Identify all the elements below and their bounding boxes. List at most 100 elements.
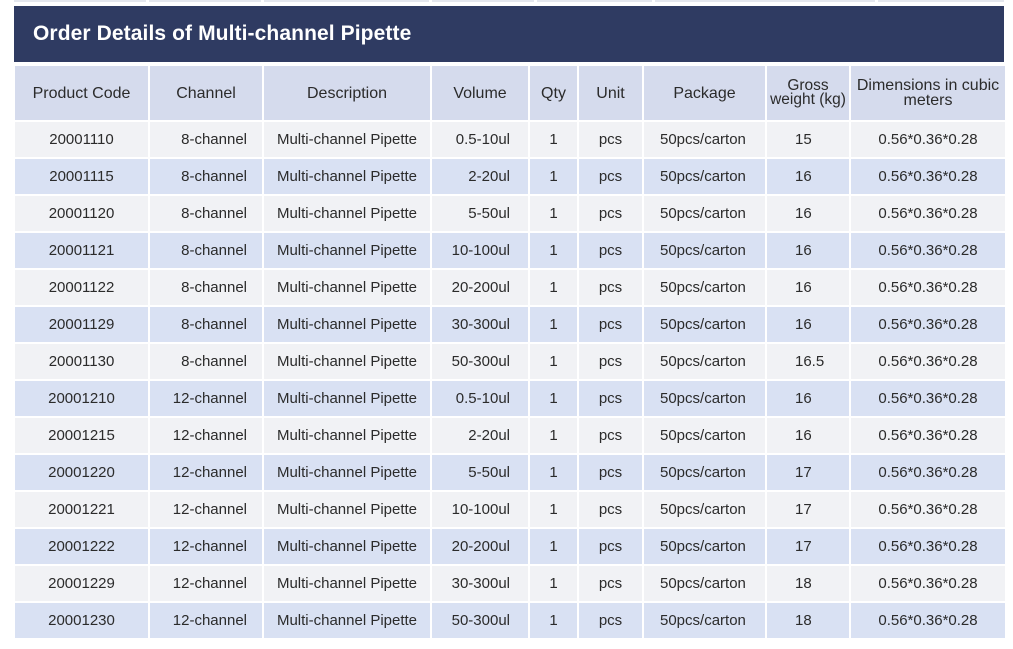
cell-qty: 1 xyxy=(530,270,577,305)
cell-code: 20001221 xyxy=(15,492,148,527)
header-product-code: Product Code xyxy=(15,66,148,120)
cell-unit: pcs xyxy=(579,307,642,342)
cell-description: Multi-channel Pipette xyxy=(264,196,430,231)
cell-description: Multi-channel Pipette xyxy=(264,566,430,601)
cell-channel: 8-channel xyxy=(150,122,262,157)
cell-code: 20001230 xyxy=(15,603,148,638)
cell-weight: 17 xyxy=(767,455,849,490)
cell-volume: 5-50ul xyxy=(432,455,528,490)
cell-weight: 16 xyxy=(767,418,849,453)
cell-description: Multi-channel Pipette xyxy=(264,159,430,194)
cell-weight: 17 xyxy=(767,492,849,527)
cell-code: 20001115 xyxy=(15,159,148,194)
cell-volume: 50-300ul xyxy=(432,603,528,638)
header-description: Description xyxy=(264,66,430,120)
cell-dimensions: 0.56*0.36*0.28 xyxy=(851,307,1005,342)
cell-qty: 1 xyxy=(530,455,577,490)
cell-weight: 18 xyxy=(767,603,849,638)
cell-code: 20001110 xyxy=(15,122,148,157)
cell-package: 50pcs/carton xyxy=(644,381,765,416)
cell-package: 50pcs/carton xyxy=(644,270,765,305)
cell-description: Multi-channel Pipette xyxy=(264,529,430,564)
cell-description: Multi-channel Pipette xyxy=(264,233,430,268)
cell-unit: pcs xyxy=(579,418,642,453)
cell-weight: 16 xyxy=(767,270,849,305)
cell-volume: 10-100ul xyxy=(432,492,528,527)
header-unit: Unit xyxy=(579,66,642,120)
cell-description: Multi-channel Pipette xyxy=(264,492,430,527)
cell-description: Multi-channel Pipette xyxy=(264,307,430,342)
cell-package: 50pcs/carton xyxy=(644,566,765,601)
table-row: 20001210 12-channel Multi-channel Pipette 0… xyxy=(15,381,1005,416)
cell-weight: 15 xyxy=(767,122,849,157)
cell-dimensions: 0.56*0.36*0.28 xyxy=(851,159,1005,194)
table-row: 20001230 12-channel Multi-channel Pipette 5… xyxy=(15,603,1005,638)
cell-volume: 2-20ul xyxy=(432,159,528,194)
cell-dimensions: 0.56*0.36*0.28 xyxy=(851,529,1005,564)
cell-unit: pcs xyxy=(579,196,642,231)
title-bar: Order Details of Multi-channel Pipette xyxy=(14,6,1004,62)
cell-qty: 1 xyxy=(530,233,577,268)
cell-unit: pcs xyxy=(579,455,642,490)
cell-weight: 16 xyxy=(767,307,849,342)
cell-channel: 8-channel xyxy=(150,270,262,305)
cell-unit: pcs xyxy=(579,159,642,194)
top-divider-strip xyxy=(14,0,1004,5)
cell-channel: 12-channel xyxy=(150,529,262,564)
cell-weight: 16 xyxy=(767,159,849,194)
cell-package: 50pcs/carton xyxy=(644,122,765,157)
cell-dimensions: 0.56*0.36*0.28 xyxy=(851,418,1005,453)
header-gross-weight: Gross weight (kg) xyxy=(767,66,849,120)
table-row: 20001130 8-channel Multi-channel Pipette 50… xyxy=(15,344,1005,379)
cell-volume: 2-20ul xyxy=(432,418,528,453)
cell-channel: 8-channel xyxy=(150,344,262,379)
table-row: 20001115 8-channel Multi-channel Pipette 2-… xyxy=(15,159,1005,194)
cell-dimensions: 0.56*0.36*0.28 xyxy=(851,270,1005,305)
cell-code: 20001129 xyxy=(15,307,148,342)
cell-dimensions: 0.56*0.36*0.28 xyxy=(851,381,1005,416)
cell-description: Multi-channel Pipette xyxy=(264,381,430,416)
cell-dimensions: 0.56*0.36*0.28 xyxy=(851,566,1005,601)
cell-package: 50pcs/carton xyxy=(644,344,765,379)
cell-unit: pcs xyxy=(579,603,642,638)
cell-description: Multi-channel Pipette xyxy=(264,603,430,638)
cell-code: 20001122 xyxy=(15,270,148,305)
cell-code: 20001210 xyxy=(15,381,148,416)
cell-qty: 1 xyxy=(530,529,577,564)
cell-dimensions: 0.56*0.36*0.28 xyxy=(851,492,1005,527)
cell-package: 50pcs/carton xyxy=(644,196,765,231)
cell-code: 20001220 xyxy=(15,455,148,490)
table-row: 20001121 8-channel Multi-channel Pipette 10… xyxy=(15,233,1005,268)
cell-volume: 20-200ul xyxy=(432,529,528,564)
cell-volume: 5-50ul xyxy=(432,196,528,231)
cell-unit: pcs xyxy=(579,233,642,268)
cell-unit: pcs xyxy=(579,566,642,601)
cell-description: Multi-channel Pipette xyxy=(264,122,430,157)
cell-code: 20001215 xyxy=(15,418,148,453)
cell-weight: 16 xyxy=(767,381,849,416)
cell-description: Multi-channel Pipette xyxy=(264,455,430,490)
table-row: 20001129 8-channel Multi-channel Pipette 30… xyxy=(15,307,1005,342)
cell-package: 50pcs/carton xyxy=(644,159,765,194)
cell-volume: 0.5-10ul xyxy=(432,122,528,157)
order-details-table: Product Code Channel Description Volume … xyxy=(13,64,1007,640)
cell-code: 20001121 xyxy=(15,233,148,268)
cell-unit: pcs xyxy=(579,529,642,564)
cell-package: 50pcs/carton xyxy=(644,455,765,490)
cell-qty: 1 xyxy=(530,344,577,379)
cell-unit: pcs xyxy=(579,381,642,416)
cell-weight: 16.5 xyxy=(767,344,849,379)
table-row: 20001220 12-channel Multi-channel Pipette 5… xyxy=(15,455,1005,490)
cell-qty: 1 xyxy=(530,603,577,638)
cell-qty: 1 xyxy=(530,196,577,231)
header-dimensions: Dimensions in cubic meters xyxy=(851,66,1005,120)
page-title: Order Details of Multi-channel Pipette xyxy=(33,22,412,45)
header-channel: Channel xyxy=(150,66,262,120)
cell-description: Multi-channel Pipette xyxy=(264,344,430,379)
cell-dimensions: 0.56*0.36*0.28 xyxy=(851,344,1005,379)
cell-channel: 12-channel xyxy=(150,455,262,490)
cell-qty: 1 xyxy=(530,159,577,194)
cell-code: 20001229 xyxy=(15,566,148,601)
cell-dimensions: 0.56*0.36*0.28 xyxy=(851,122,1005,157)
cell-channel: 12-channel xyxy=(150,566,262,601)
